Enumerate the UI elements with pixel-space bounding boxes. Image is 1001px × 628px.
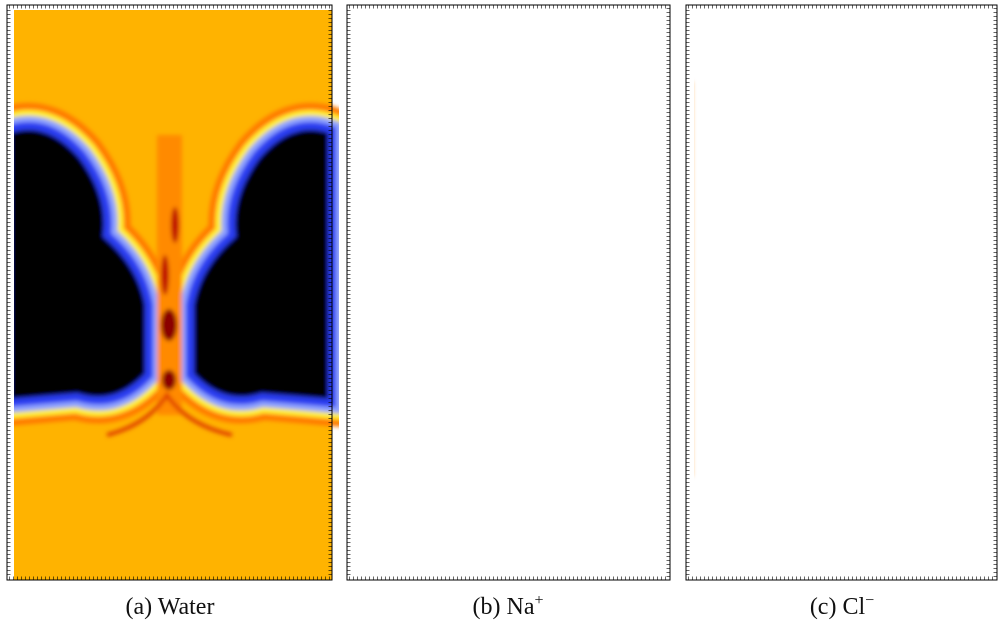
caption-superscript: −	[865, 592, 874, 609]
caption-superscript: +	[534, 592, 543, 609]
caption-label: (b)	[473, 594, 501, 620]
panel-water	[14, 10, 339, 580]
caption-chloride: (c) Cl−	[810, 592, 874, 620]
panel-sodium	[337, 5, 670, 580]
caption-sodium: (b) Na+	[473, 592, 544, 620]
caption-text: Water	[158, 594, 215, 620]
caption-label: (c)	[810, 594, 837, 620]
caption-label: (a)	[126, 594, 153, 620]
caption-water: (a) Water	[126, 594, 215, 620]
frames	[6, 4, 998, 581]
panel-chloride	[686, 5, 997, 580]
caption-text: Cl	[842, 594, 865, 620]
caption-text: Na	[506, 594, 534, 620]
